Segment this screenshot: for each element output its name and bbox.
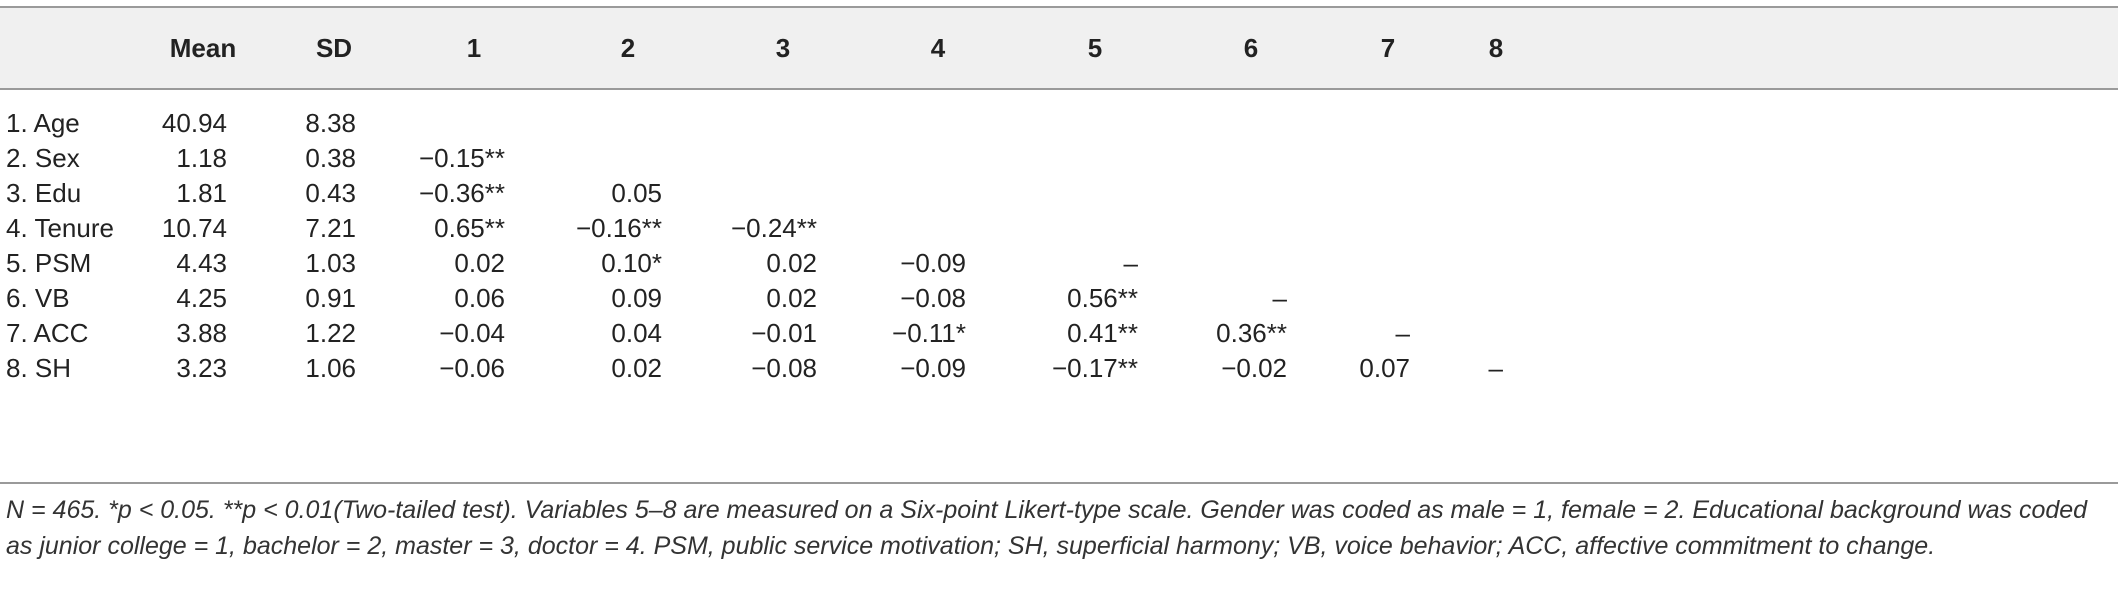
correlation-cell: 0.10*	[601, 248, 662, 278]
mean-cell: 3.88	[176, 318, 227, 348]
correlation-cell: 0.02	[611, 353, 662, 383]
table-footnote: N = 465. *p < 0.05. **p < 0.01(Two-taile…	[6, 496, 2088, 560]
header-cell: 1	[466, 33, 482, 63]
correlation-cell: 0.07	[1359, 353, 1410, 383]
correlation-cell: −0.06	[439, 353, 505, 383]
correlation-cell: −0.17**	[1051, 353, 1138, 383]
top-rule	[0, 6, 2118, 8]
mean-cell: 4.43	[176, 248, 227, 278]
correlation-cell: 0.65**	[434, 213, 505, 243]
sd-cell: 7.21	[305, 213, 356, 243]
sd-cell: 0.91	[305, 283, 356, 313]
sd-cell: 8.38	[305, 108, 356, 138]
header-cell: 4	[930, 33, 946, 63]
row-label: 5. PSM	[6, 248, 92, 278]
row-label: 7. ACC	[6, 318, 89, 348]
mean-cell: 1.81	[176, 178, 227, 208]
sd-cell: 0.38	[305, 143, 356, 173]
mean-cell: 4.25	[176, 283, 227, 313]
sd-cell: 1.03	[305, 248, 356, 278]
correlation-cell: –	[1123, 248, 1138, 278]
correlation-cell: 0.36**	[1216, 318, 1287, 348]
correlation-cell: −0.01	[751, 318, 817, 348]
row-label: 3. Edu	[6, 178, 82, 208]
correlation-cell: −0.15**	[418, 143, 505, 173]
header-cell: 3	[775, 33, 791, 63]
sd-cell: 0.43	[305, 178, 356, 208]
header-cell: 6	[1243, 33, 1259, 63]
correlation-cell: −0.16**	[575, 213, 662, 243]
mean-cell: 10.74	[161, 213, 227, 243]
correlation-cell: –	[1395, 318, 1410, 348]
correlation-cell: 0.56**	[1067, 283, 1138, 313]
correlation-cell: 0.02	[454, 248, 505, 278]
correlation-cell: 0.04	[611, 318, 662, 348]
correlation-cell: 0.06	[454, 283, 505, 313]
sd-cell: 1.22	[305, 318, 356, 348]
correlation-cell: 0.02	[766, 283, 817, 313]
header-cell: 8	[1488, 33, 1504, 63]
bottom-rule	[0, 482, 2118, 484]
header-cell: Mean	[169, 33, 237, 63]
mean-cell: 40.94	[161, 108, 227, 138]
correlation-cell: −0.36**	[418, 178, 505, 208]
mean-cell: 3.23	[176, 353, 227, 383]
correlation-cell: −0.02	[1221, 353, 1287, 383]
correlation-cell: −0.08	[751, 353, 817, 383]
correlation-cell: 0.41**	[1067, 318, 1138, 348]
correlation-cell: −0.09	[900, 248, 966, 278]
correlation-cell: 0.09	[611, 283, 662, 313]
correlation-cell: −0.11*	[892, 318, 966, 348]
correlation-cell: –	[1488, 353, 1503, 383]
correlation-cell: −0.09	[900, 353, 966, 383]
row-label: 4. Tenure	[6, 213, 114, 243]
correlation-cell: −0.24**	[730, 213, 817, 243]
table-header-background	[0, 8, 2118, 88]
header-cell: 2	[620, 33, 636, 63]
row-label: 6. VB	[6, 283, 70, 313]
row-label: 8. SH	[6, 353, 72, 383]
correlation-cell: 0.02	[766, 248, 817, 278]
header-cell: SD	[315, 33, 353, 63]
sd-cell: 1.06	[305, 353, 356, 383]
correlation-cell: −0.08	[900, 283, 966, 313]
correlation-cell: 0.05	[611, 178, 662, 208]
mean-cell: 1.18	[176, 143, 227, 173]
correlation-cell: –	[1272, 283, 1287, 313]
row-label: 1. Age	[6, 108, 80, 138]
header-cell: 7	[1380, 33, 1396, 63]
header-rule	[0, 88, 2118, 90]
row-label: 2. Sex	[6, 143, 80, 173]
correlation-cell: −0.04	[439, 318, 505, 348]
header-cell: 5	[1087, 33, 1103, 63]
